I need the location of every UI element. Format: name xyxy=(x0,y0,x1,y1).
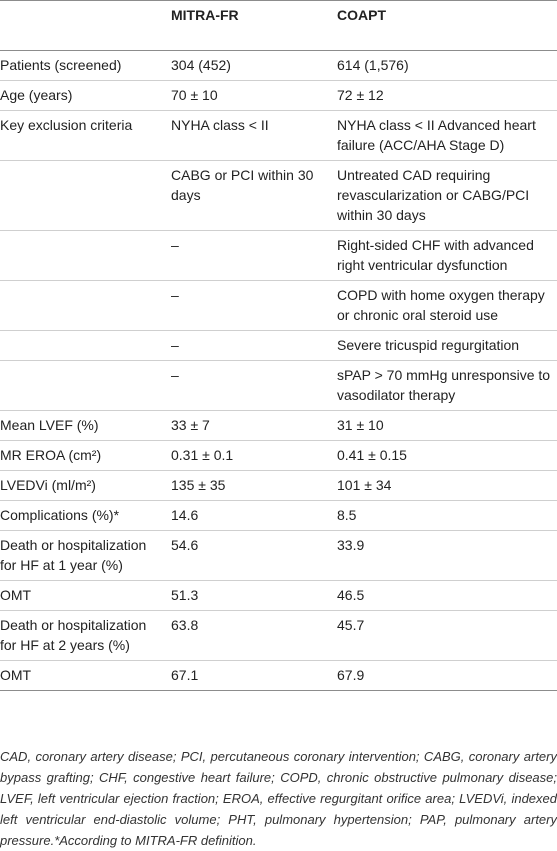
mitra-value: 33 ± 7 xyxy=(165,410,331,441)
row-label: Death or hospitalization for HF at 1 yea… xyxy=(0,530,165,581)
coapt-value: 614 (1,576) xyxy=(331,50,557,81)
table-row: Complications (%)* 14.6 8.5 xyxy=(0,500,557,531)
table-row: Age (years) 70 ± 10 72 ± 12 xyxy=(0,80,557,111)
table-footnote: CAD, coronary artery disease; PCI, percu… xyxy=(0,749,557,848)
mitra-value: 54.6 xyxy=(165,530,331,581)
coapt-value: 72 ± 12 xyxy=(331,80,557,111)
coapt-value: COPD with home oxygen therapy or chronic… xyxy=(331,280,557,331)
row-label: Death or hospitalization for HF at 2 yea… xyxy=(0,610,165,661)
mitra-value: 70 ± 10 xyxy=(165,80,331,111)
row-label: OMT xyxy=(0,660,165,691)
mitra-value: – xyxy=(165,230,331,281)
coapt-value: sPAP > 70 mmHg unresponsive to vasodilat… xyxy=(331,360,557,411)
row-label xyxy=(0,280,165,331)
table-header-row: MITRA-FR COAPT xyxy=(0,0,557,51)
mitra-value: – xyxy=(165,330,331,361)
mitra-value: 135 ± 35 xyxy=(165,470,331,501)
row-label: Key exclusion criteria xyxy=(0,110,165,161)
coapt-value: Untreated CAD requiring revascularizatio… xyxy=(331,160,557,231)
table-row: – COPD with home oxygen therapy or chron… xyxy=(0,280,557,331)
row-label: Complications (%)* xyxy=(0,500,165,531)
coapt-value: NYHA class < II Advanced heart failure (… xyxy=(331,110,557,161)
header-mitra-fr: MITRA-FR xyxy=(165,0,331,51)
table-row: OMT 51.3 46.5 xyxy=(0,580,557,611)
coapt-value: 67.9 xyxy=(331,660,557,691)
table-row: CABG or PCI within 30 days Untreated CAD… xyxy=(0,160,557,231)
coapt-value: 8.5 xyxy=(331,500,557,531)
coapt-value: 33.9 xyxy=(331,530,557,581)
row-label: LVEDVi (ml/m²) xyxy=(0,470,165,501)
coapt-value: Severe tricuspid regurgitation xyxy=(331,330,557,361)
mitra-value: 51.3 xyxy=(165,580,331,611)
table-row: OMT 67.1 67.9 xyxy=(0,660,557,691)
table-row: – Right-sided CHF with advanced right ve… xyxy=(0,230,557,281)
coapt-value: 0.41 ± 0.15 xyxy=(331,440,557,471)
table-row: Key exclusion criteria NYHA class < II N… xyxy=(0,110,557,161)
comparison-table: MITRA-FR COAPT Patients (screened) 304 (… xyxy=(0,0,557,691)
table-row: MR EROA (cm²) 0.31 ± 0.1 0.41 ± 0.15 xyxy=(0,440,557,471)
row-label: Age (years) xyxy=(0,80,165,111)
coapt-value: Right-sided CHF with advanced right vent… xyxy=(331,230,557,281)
table-row: Mean LVEF (%) 33 ± 7 31 ± 10 xyxy=(0,410,557,441)
row-label xyxy=(0,230,165,281)
coapt-value: 46.5 xyxy=(331,580,557,611)
header-coapt: COAPT xyxy=(331,0,557,51)
table-row: – Severe tricuspid regurgitation xyxy=(0,330,557,361)
row-label: Patients (screened) xyxy=(0,50,165,81)
coapt-value: 101 ± 34 xyxy=(331,470,557,501)
coapt-value: 31 ± 10 xyxy=(331,410,557,441)
row-label: Mean LVEF (%) xyxy=(0,410,165,441)
table-row: Death or hospitalization for HF at 2 yea… xyxy=(0,610,557,661)
coapt-value: 45.7 xyxy=(331,610,557,661)
mitra-value: 14.6 xyxy=(165,500,331,531)
mitra-value: 67.1 xyxy=(165,660,331,691)
row-label xyxy=(0,360,165,411)
mitra-value: CABG or PCI within 30 days xyxy=(165,160,331,231)
row-label xyxy=(0,330,165,361)
row-label: MR EROA (cm²) xyxy=(0,440,165,471)
mitra-value: NYHA class < II xyxy=(165,110,331,161)
mitra-value: 0.31 ± 0.1 xyxy=(165,440,331,471)
mitra-value: 63.8 xyxy=(165,610,331,661)
mitra-value: – xyxy=(165,280,331,331)
header-empty xyxy=(0,0,165,51)
table-row: Patients (screened) 304 (452) 614 (1,576… xyxy=(0,50,557,81)
table-row: – sPAP > 70 mmHg unresponsive to vasodil… xyxy=(0,360,557,411)
table-row: Death or hospitalization for HF at 1 yea… xyxy=(0,530,557,581)
row-label xyxy=(0,160,165,231)
row-label: OMT xyxy=(0,580,165,611)
mitra-value: – xyxy=(165,360,331,411)
mitra-value: 304 (452) xyxy=(165,50,331,81)
table-row: LVEDVi (ml/m²) 135 ± 35 101 ± 34 xyxy=(0,470,557,501)
